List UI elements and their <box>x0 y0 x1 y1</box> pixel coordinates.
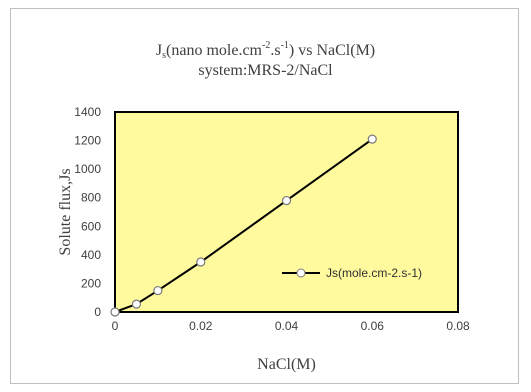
legend: Js(mole.cm-2.s-1) <box>273 259 455 287</box>
legend-entry-label: Js(mole.cm-2.s-1) <box>326 266 422 280</box>
x-axis-label: NaCl(M) <box>257 356 316 373</box>
x-tick-label: 0.08 <box>446 319 470 333</box>
data-point <box>153 285 163 296</box>
y-tick-label: 0 <box>94 305 101 319</box>
chart-title-line1: Js(nano mole.cm-2.s-1) vs NaCl(M) <box>155 40 376 61</box>
x-tick-label: 0.06 <box>361 319 385 333</box>
x-axis-ticks: 0 0.02 0.04 0.06 0.08 <box>112 319 470 333</box>
y-tick-label: 800 <box>81 191 101 205</box>
y-axis-label: Solute flux,Js <box>57 168 74 255</box>
y-tick-label: 1200 <box>74 134 101 148</box>
x-tick-label: 0 <box>112 319 119 333</box>
y-tick-label: 600 <box>81 219 101 233</box>
x-tick-label: 0.02 <box>189 319 213 333</box>
data-point <box>131 299 142 309</box>
legend-marker <box>296 268 306 278</box>
y-tick-label: 200 <box>81 276 101 290</box>
y-axis-ticks: 0 200 400 600 800 1000 1200 1400 <box>74 105 101 319</box>
chart-title-line2: system:MRS-2/NaCl <box>198 62 333 79</box>
y-tick-label: 1400 <box>74 105 101 119</box>
data-point <box>281 195 292 206</box>
y-tick-label: 1000 <box>74 162 101 176</box>
y-tick-label: 400 <box>81 248 101 262</box>
series-group <box>110 134 377 317</box>
data-point <box>110 307 120 317</box>
x-tick-label: 0.04 <box>275 319 299 333</box>
data-point <box>367 134 377 144</box>
data-point <box>196 257 206 267</box>
